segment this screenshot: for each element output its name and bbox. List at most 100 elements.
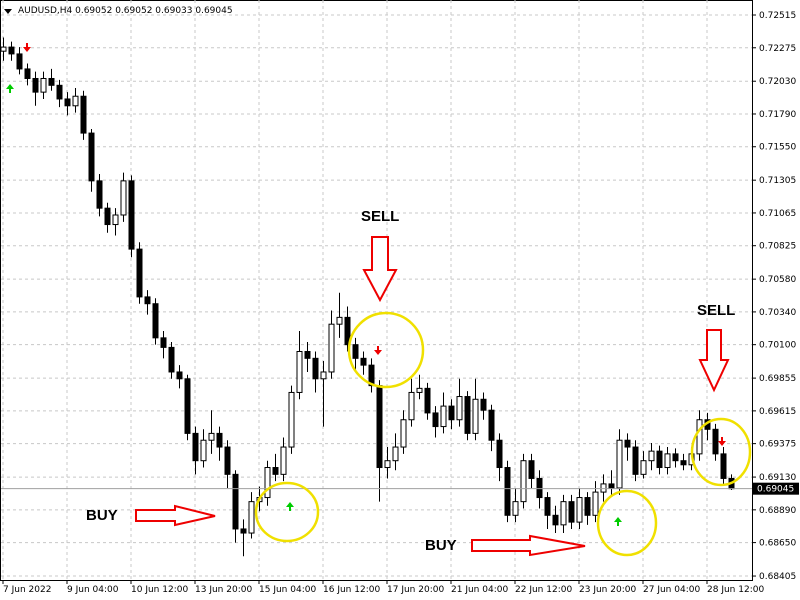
candle-body: [272, 467, 279, 475]
y-tick-label: 0.71305: [759, 176, 796, 186]
candle-body: [512, 501, 519, 516]
candle-body: [384, 460, 391, 469]
candle-body: [616, 439, 623, 489]
candle-body: [200, 439, 207, 462]
candle-body: [168, 346, 175, 373]
candle-body: [208, 432, 215, 441]
candle-body: [496, 439, 503, 469]
annotation: SELL: [361, 208, 399, 225]
y-tick-label: 0.68405: [759, 572, 796, 582]
candle-body: [16, 53, 23, 70]
candle-body: [696, 419, 703, 455]
candle-body: [408, 391, 415, 421]
candle-body: [344, 316, 351, 346]
candle-body: [360, 357, 367, 366]
candle-body: [528, 460, 535, 479]
candle-body: [80, 95, 87, 134]
candle-body: [664, 453, 671, 469]
candle-body: [288, 391, 295, 448]
candle-body: [120, 180, 127, 216]
candle-body: [624, 439, 631, 448]
candle-body: [544, 497, 551, 516]
buy-arrow: [135, 504, 216, 527]
candle-body: [136, 248, 143, 298]
candle-body: [144, 296, 151, 305]
y-tick-label: 0.68650: [759, 539, 796, 549]
candle-body: [608, 483, 615, 489]
x-tick-label: 16 Jun 12:00: [323, 585, 380, 595]
candle-body: [424, 387, 431, 414]
sell-arrow: [362, 236, 398, 303]
candle-body: [440, 405, 447, 428]
candle-body: [464, 396, 471, 434]
highlight-circle: [596, 489, 658, 557]
buy-arrow: [471, 534, 586, 557]
candle-body: [504, 467, 511, 516]
candle-body: [104, 207, 111, 226]
candle-body: [96, 180, 103, 209]
candle-body: [152, 303, 159, 339]
sell-signal: [23, 43, 31, 52]
x-tick-label: 17 Jun 20:00: [387, 585, 444, 595]
buy-signal: [614, 517, 622, 526]
candle-body: [672, 453, 679, 462]
y-tick-label: 0.72515: [759, 11, 796, 21]
candle-body: [592, 491, 599, 516]
overlay: AUDUSD,H4 0.69052 0.69052 0.69033 0.6904…: [4, 6, 752, 557]
candle-body: [56, 84, 63, 100]
candle-body: [64, 98, 71, 107]
candle-body: [432, 412, 439, 428]
candle-body: [536, 477, 543, 499]
candle-body: [160, 337, 167, 348]
highlight-circle: [690, 417, 752, 487]
candle-body: [128, 180, 135, 250]
candle-body: [416, 387, 423, 393]
candle-body: [552, 514, 559, 526]
candle-body: [560, 501, 567, 526]
y-tick-label: 0.71550: [759, 143, 796, 153]
candle-body: [680, 460, 687, 466]
candle-body: [8, 46, 15, 55]
menu-icon: [4, 9, 12, 14]
y-tick-label: 0.72030: [759, 77, 796, 87]
y-tick-label: 0.69375: [759, 440, 796, 450]
candle-body: [224, 446, 231, 475]
candle-body: [192, 432, 199, 462]
y-tick-label: 0.69615: [759, 407, 796, 417]
candle-body: [584, 497, 591, 516]
price-label-box: [753, 482, 799, 495]
candle-body: [352, 344, 359, 359]
annotation: BUY: [425, 537, 457, 554]
y-tick-label: 0.71790: [759, 110, 796, 120]
candle-body: [376, 385, 383, 469]
candle-body: [184, 378, 191, 434]
candle-body: [320, 371, 327, 380]
y-tick-label: 0.70580: [759, 275, 796, 285]
candle-body: [264, 467, 271, 499]
candle-body: [656, 450, 663, 469]
candle-body: [40, 77, 47, 93]
candle-body: [48, 77, 55, 86]
candle-body: [248, 501, 255, 534]
annotation: BUY: [86, 507, 118, 524]
candle-body: [112, 214, 119, 226]
candle-body: [568, 501, 575, 523]
candle-body: [88, 132, 95, 182]
candle-body: [232, 473, 239, 530]
candle-body: [24, 68, 31, 79]
candle-body: [32, 77, 39, 93]
x-tick-label: 21 Jun 04:00: [451, 585, 508, 595]
candle-body: [368, 364, 375, 387]
candle-body: [400, 419, 407, 448]
price-label: 0.69045: [757, 485, 794, 495]
y-tick-label: 0.70340: [759, 308, 796, 318]
y-tick-label: 0.71065: [759, 209, 796, 219]
candle-body: [392, 446, 399, 462]
candle-body: [304, 350, 311, 359]
x-tick-label: 15 Jun 04:00: [259, 585, 316, 595]
x-tick-label: 13 Jun 20:00: [195, 585, 252, 595]
x-tick-label: 22 Jun 12:00: [515, 585, 572, 595]
annotation: SELL: [697, 302, 735, 319]
